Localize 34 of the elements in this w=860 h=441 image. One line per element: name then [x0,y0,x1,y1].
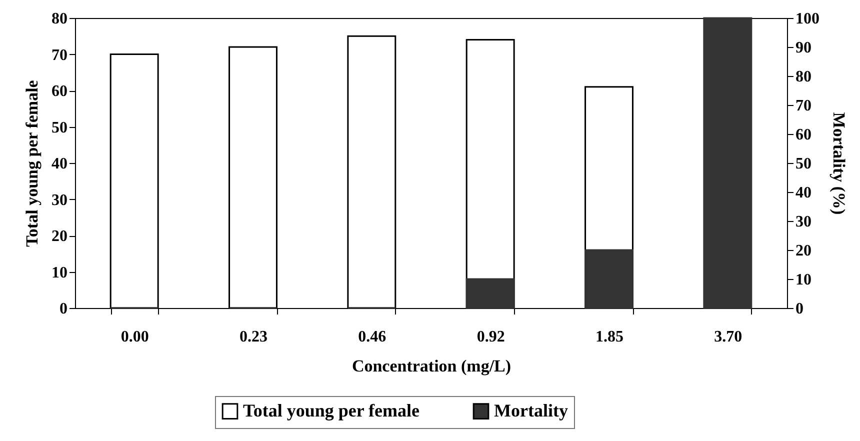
legend-label: Mortality [494,400,568,420]
y-tick-label: 30 [52,192,68,209]
bar [584,249,634,309]
y2-tick-label: 10 [796,272,812,288]
y2-tick-label: 20 [796,242,812,260]
y2-tick-label: 80 [796,68,812,86]
x-tick-label: 0.00 [120,328,149,346]
y2-tick-label: 60 [796,126,812,144]
y2-tick-label: 90 [796,40,812,56]
y2-tick-label: 0 [796,300,804,318]
y-tick-label: 80 [52,10,68,28]
y-tick-label: 40 [52,156,68,172]
bar [466,278,515,309]
y-axis-title: Total young per female [22,80,42,247]
y2-tick-label: 50 [796,156,812,172]
y-tick-label: 0 [60,300,68,318]
y2-tick-label: 30 [796,214,812,230]
y2-tick-label: 40 [796,184,812,202]
y2-tick-label: 70 [796,98,812,114]
x-tick-label: 0.46 [358,328,386,346]
x-axis-title: Concentration (mg/L) [352,356,512,376]
x-tick-label: 0.23 [240,328,268,346]
y-tick-label: 50 [52,119,68,136]
bar [703,17,752,309]
y-tick-label: 60 [52,83,68,100]
legend-label: Total young per female [243,400,420,420]
x-tick-label: 1.85 [596,328,624,346]
y-tick-label: 20 [52,228,68,245]
y2-tick-label: 100 [796,10,820,28]
y-tick-label: 10 [52,264,68,282]
x-tick-label: 0.92 [476,328,505,346]
y-tick-label: 70 [52,46,68,64]
x-tick-label: 3.70 [714,328,742,346]
y2-axis-title: Mortality (%) [830,112,848,215]
